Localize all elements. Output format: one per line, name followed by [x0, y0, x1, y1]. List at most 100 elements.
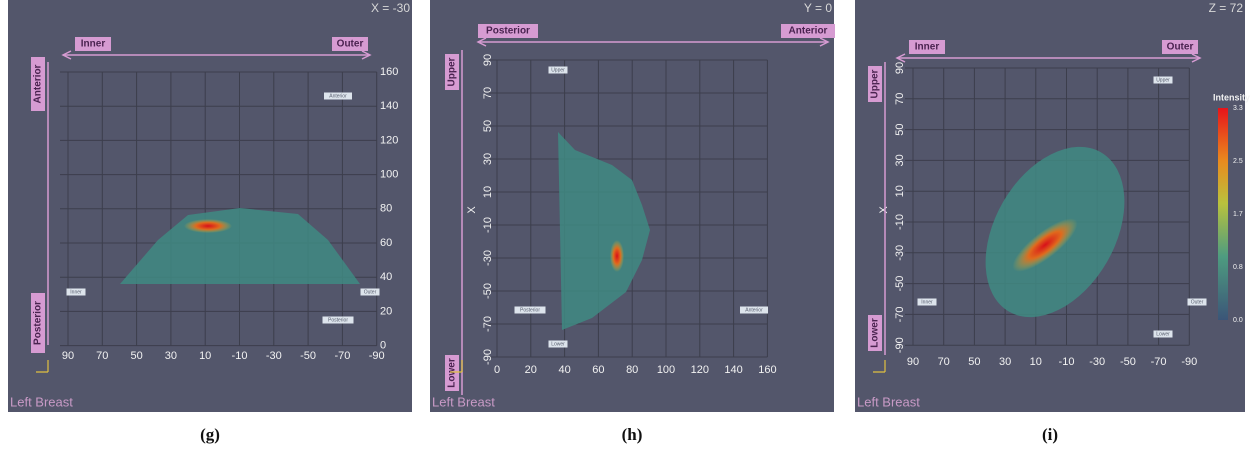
x-tick-label: 120: [691, 364, 709, 376]
hotspot: [610, 240, 624, 272]
direction-label: Inner: [81, 39, 106, 50]
view-marker: Posterior: [520, 307, 540, 313]
direction-label-group: Anterior: [781, 24, 835, 38]
x-tick-label: -70: [334, 350, 350, 362]
x-tick-label: 90: [62, 350, 74, 362]
y-tick-label: -10: [482, 217, 494, 233]
direction-label-group: Inner: [75, 37, 111, 51]
x-tick-label: -50: [1120, 356, 1136, 368]
direction-label-group: Posterior: [31, 293, 45, 353]
x-tick-label: 20: [525, 364, 537, 376]
y-tick-label: 50: [894, 123, 906, 135]
direction-label: Upper: [870, 69, 881, 98]
axis-label: X: [878, 206, 890, 214]
y-tick-label: 30: [894, 154, 906, 166]
y-tick-label: 50: [482, 120, 494, 132]
x-tick-label: 10: [199, 350, 211, 362]
y-tick-label: 160: [380, 66, 398, 78]
y-tick-label: -30: [482, 250, 494, 266]
direction-label: Anterior: [789, 26, 828, 37]
colorbar-tick-label: 0.0: [1233, 317, 1243, 324]
y-tick-label: 70: [894, 93, 906, 105]
panel: 9070503010-10-30-50-70-90160140120100806…: [8, 0, 412, 412]
x-tick-label: -10: [232, 350, 248, 362]
x-tick-label: 40: [558, 364, 570, 376]
direction-label-group: Upper: [868, 66, 882, 102]
x-tick-label: 0: [494, 364, 500, 376]
y-tick-label: 0: [380, 340, 386, 352]
y-tick-label: 60: [380, 237, 392, 249]
x-tick-label: -90: [1181, 356, 1197, 368]
x-tick-label: -30: [266, 350, 282, 362]
slice-label: X = -30: [371, 1, 410, 15]
x-tick-label: 70: [96, 350, 108, 362]
direction-label: Upper: [447, 57, 458, 86]
view-marker: Anterior: [329, 93, 347, 99]
view-marker: Upper: [551, 67, 565, 73]
direction-label-group: Outer: [1162, 40, 1198, 54]
y-tick-label: 90: [482, 54, 494, 66]
direction-label: Anterior: [33, 64, 44, 103]
view-marker: Outer: [1191, 299, 1204, 305]
caption: (h): [622, 425, 643, 444]
y-tick-label: -30: [894, 245, 906, 261]
y-tick-label: -50: [482, 283, 494, 299]
direction-label-group: Posterior: [478, 24, 538, 38]
y-tick-label: 40: [380, 271, 392, 283]
direction-label: Outer: [337, 39, 364, 50]
slice-label: Y = 0: [804, 1, 832, 15]
y-tick-label: -50: [894, 276, 906, 292]
direction-label-group: Inner: [909, 40, 945, 54]
x-tick-label: 60: [592, 364, 604, 376]
x-tick-label: 50: [130, 350, 142, 362]
view-marker: Lower: [1156, 331, 1170, 337]
slice-label: Z = 72: [1209, 1, 1244, 15]
view-marker: Inner: [921, 299, 933, 305]
y-tick-label: 20: [380, 305, 392, 317]
footer-label: Left Breast: [432, 394, 495, 409]
y-tick-label: -10: [894, 214, 906, 230]
view-marker: Posterior: [328, 317, 348, 323]
x-tick-label: 100: [657, 364, 675, 376]
view-marker: Outer: [364, 289, 377, 295]
x-tick-label: 70: [938, 356, 950, 368]
x-tick-label: 80: [626, 364, 638, 376]
view-marker: Upper: [1156, 77, 1170, 83]
y-tick-label: 100: [380, 169, 398, 181]
direction-label: Outer: [1167, 42, 1194, 53]
view-marker: Lower: [551, 341, 565, 347]
colorbar-tick-label: 3.3: [1233, 105, 1243, 112]
direction-label: Lower: [870, 318, 881, 348]
direction-label: Lower: [447, 358, 458, 388]
x-tick-label: -70: [1151, 356, 1167, 368]
direction-label: Posterior: [486, 26, 530, 37]
y-tick-label: 10: [894, 185, 906, 197]
y-tick-label: 120: [380, 134, 398, 146]
y-tick-label: 30: [482, 153, 494, 165]
figure: 9070503010-10-30-50-70-90160140120100806…: [0, 0, 1252, 450]
x-tick-label: 10: [1030, 356, 1042, 368]
direction-label-group: Lower: [868, 315, 882, 351]
direction-label: Inner: [915, 42, 940, 53]
hotspot: [184, 219, 232, 233]
direction-label-group: Lower: [445, 355, 459, 391]
x-tick-label: -50: [300, 350, 316, 362]
x-tick-label: 30: [165, 350, 177, 362]
footer-label: Left Breast: [10, 394, 73, 409]
colorbar-title: Intensity: [1213, 92, 1250, 102]
y-tick-label: 80: [380, 203, 392, 215]
y-tick-label: -90: [894, 337, 906, 353]
x-tick-label: 160: [758, 364, 776, 376]
y-tick-label: 90: [894, 62, 906, 74]
footer-label: Left Breast: [857, 394, 920, 409]
colorbar-tick-label: 1.7: [1233, 211, 1243, 218]
view-marker: Anterior: [745, 307, 763, 313]
direction-label: Posterior: [33, 301, 44, 345]
direction-label-group: Anterior: [31, 57, 45, 111]
y-tick-label: 10: [482, 186, 494, 198]
colorbar-tick-label: 2.5: [1233, 158, 1243, 165]
caption: (i): [1042, 425, 1058, 444]
x-tick-label: -10: [1059, 356, 1075, 368]
